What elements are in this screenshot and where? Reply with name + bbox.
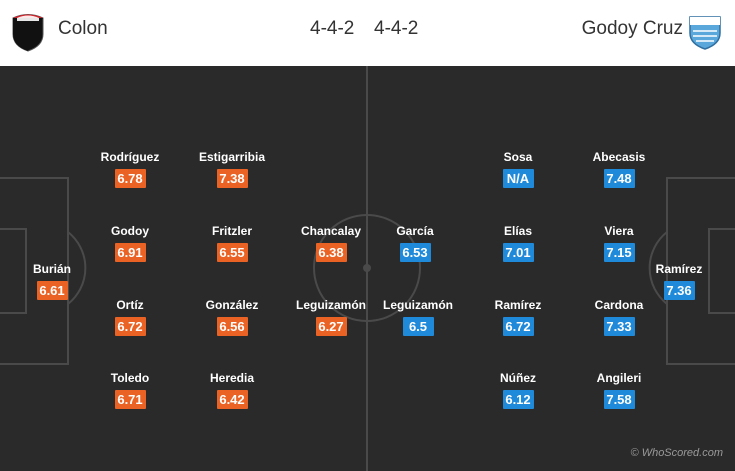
player-rating-badge: 7.38 <box>216 169 248 188</box>
player-rating-badge: N/A <box>502 169 534 188</box>
home-player-toledo[interactable]: Toledo 6.71 <box>90 371 170 409</box>
player-rating-badge: 6.71 <box>114 390 146 409</box>
godoy-cruz-crest-icon <box>689 16 721 50</box>
away-player-ramirez[interactable]: Ramírez 7.36 <box>639 262 719 300</box>
home-player-burian[interactable]: Burián 6.61 <box>12 262 92 300</box>
whoscored-credit: © WhoScored.com <box>630 447 723 459</box>
pitch: Burián 6.61 Rodríguez 6.78 Godoy 6.91 Ortíz 6.7… <box>0 66 735 471</box>
away-team-name: Godoy Cruz <box>581 18 683 39</box>
player-rating-badge: 6.55 <box>216 243 248 262</box>
away-player-angileri[interactable]: Angileri 7.58 <box>579 371 659 409</box>
away-player-sosa[interactable]: Sosa N/A <box>478 150 558 188</box>
player-name: Rodríguez <box>100 150 160 164</box>
away-player-cardona[interactable]: Cardona 7.33 <box>579 298 659 336</box>
player-name: Cardona <box>594 298 644 312</box>
player-name: Leguizamón <box>382 298 453 312</box>
player-name: Chancalay <box>300 224 362 238</box>
player-name: Elías <box>503 224 533 238</box>
away-player-garcia[interactable]: García 6.53 <box>375 224 455 262</box>
away-player-nunez[interactable]: Núñez 6.12 <box>478 371 558 409</box>
player-rating-badge: 7.33 <box>603 317 635 336</box>
player-name: Núñez <box>500 371 536 385</box>
player-rating-badge: 6.53 <box>399 243 431 262</box>
player-name: Burián <box>32 262 71 276</box>
player-name: Ramírez <box>655 262 703 276</box>
colon-crest-icon <box>12 14 44 52</box>
away-formation: 4-4-2 <box>374 18 419 39</box>
home-player-chancalay[interactable]: Chancalay 6.38 <box>291 224 371 262</box>
player-rating-badge: 7.15 <box>603 243 635 262</box>
player-rating-badge: 6.78 <box>114 169 146 188</box>
player-rating-badge: 6.27 <box>315 317 347 336</box>
away-player-viera[interactable]: Viera 7.15 <box>579 224 659 262</box>
home-player-godoy[interactable]: Godoy 6.91 <box>90 224 170 262</box>
home-player-heredia[interactable]: Heredia 6.42 <box>192 371 272 409</box>
away-player-abecasis[interactable]: Abecasis 7.48 <box>579 150 659 188</box>
home-formation: 4-4-2 <box>310 18 355 39</box>
home-player-estigarribia[interactable]: Estigarribia 7.38 <box>192 150 272 188</box>
away-player-ramirez[interactable]: Ramírez 6.72 <box>478 298 558 336</box>
home-player-gonzalez[interactable]: González 6.56 <box>192 298 272 336</box>
match-header: Colon 4-4-2 4-4-2 Godoy Cruz <box>0 0 735 66</box>
player-rating-badge: 6.72 <box>502 317 534 336</box>
player-name: González <box>205 298 259 312</box>
player-name: Angileri <box>596 371 642 385</box>
home-player-ortiz[interactable]: Ortíz 6.72 <box>90 298 170 336</box>
player-rating-badge: 6.91 <box>114 243 146 262</box>
away-player-elias[interactable]: Elías 7.01 <box>478 224 558 262</box>
home-player-leguizamon[interactable]: Leguizamón 6.27 <box>291 298 371 336</box>
player-name: Fritzler <box>211 224 252 238</box>
player-rating-badge: 6.12 <box>502 390 534 409</box>
player-rating-badge: 6.42 <box>216 390 248 409</box>
player-name: Abecasis <box>592 150 646 164</box>
player-rating-badge: 7.48 <box>603 169 635 188</box>
player-rating-badge: 6.5 <box>402 317 434 336</box>
player-name: Viera <box>604 224 634 238</box>
home-team-name: Colon <box>58 18 108 39</box>
player-name: Ortíz <box>116 298 144 312</box>
player-name: Ramírez <box>494 298 542 312</box>
player-name: Estigarribia <box>198 150 266 164</box>
player-rating-badge: 6.72 <box>114 317 146 336</box>
player-rating-badge: 6.38 <box>315 243 347 262</box>
pitch-lines <box>0 66 735 471</box>
player-rating-badge: 7.36 <box>663 281 695 300</box>
player-name: Godoy <box>111 224 149 238</box>
player-name: Sosa <box>503 150 533 164</box>
player-name: Leguizamón <box>295 298 366 312</box>
player-name: Heredia <box>209 371 255 385</box>
player-rating-badge: 6.56 <box>216 317 248 336</box>
away-player-leguizamon[interactable]: Leguizamón 6.5 <box>378 298 458 336</box>
player-name: Toledo <box>110 371 150 385</box>
player-rating-badge: 6.61 <box>36 281 68 300</box>
player-rating-badge: 7.58 <box>603 390 635 409</box>
home-player-rodriguez[interactable]: Rodríguez 6.78 <box>90 150 170 188</box>
player-rating-badge: 7.01 <box>502 243 534 262</box>
home-player-fritzler[interactable]: Fritzler 6.55 <box>192 224 272 262</box>
player-name: García <box>396 224 434 238</box>
